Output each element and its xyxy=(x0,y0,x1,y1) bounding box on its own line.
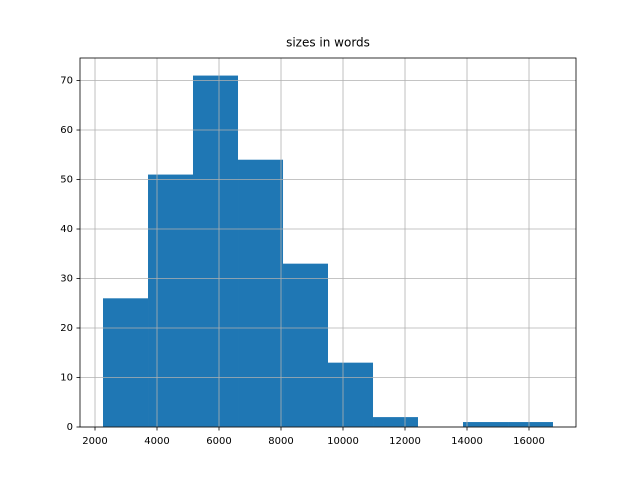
y-tick-label: 40 xyxy=(60,224,73,235)
bar xyxy=(328,362,374,427)
y-tick-label: 10 xyxy=(60,373,73,384)
bar xyxy=(103,298,149,427)
bar xyxy=(238,159,284,427)
bar xyxy=(148,174,193,427)
y-tick-label: 0 xyxy=(67,422,73,433)
bar xyxy=(192,75,239,428)
y-tick-label: 70 xyxy=(60,76,73,87)
x-tick-label: 8000 xyxy=(268,436,293,447)
x-tick-label: 14000 xyxy=(451,436,483,447)
bar xyxy=(508,422,553,427)
x-tick-label: 10000 xyxy=(327,436,359,447)
x-tick-label: 16000 xyxy=(513,436,545,447)
axes-frame xyxy=(79,57,577,428)
x-tick-label: 4000 xyxy=(144,436,169,447)
y-tick-label: 20 xyxy=(60,323,73,334)
x-tick-label: 12000 xyxy=(389,436,421,447)
y-tick-label: 60 xyxy=(60,125,73,136)
bar xyxy=(463,422,509,427)
x-tick-label: 2000 xyxy=(82,436,107,447)
x-tick-label: 6000 xyxy=(206,436,231,447)
chart-title: sizes in words xyxy=(286,36,370,50)
y-tick-label: 50 xyxy=(60,175,73,186)
bar xyxy=(283,263,328,427)
bar xyxy=(373,417,418,427)
y-tick-label: 30 xyxy=(60,274,73,285)
